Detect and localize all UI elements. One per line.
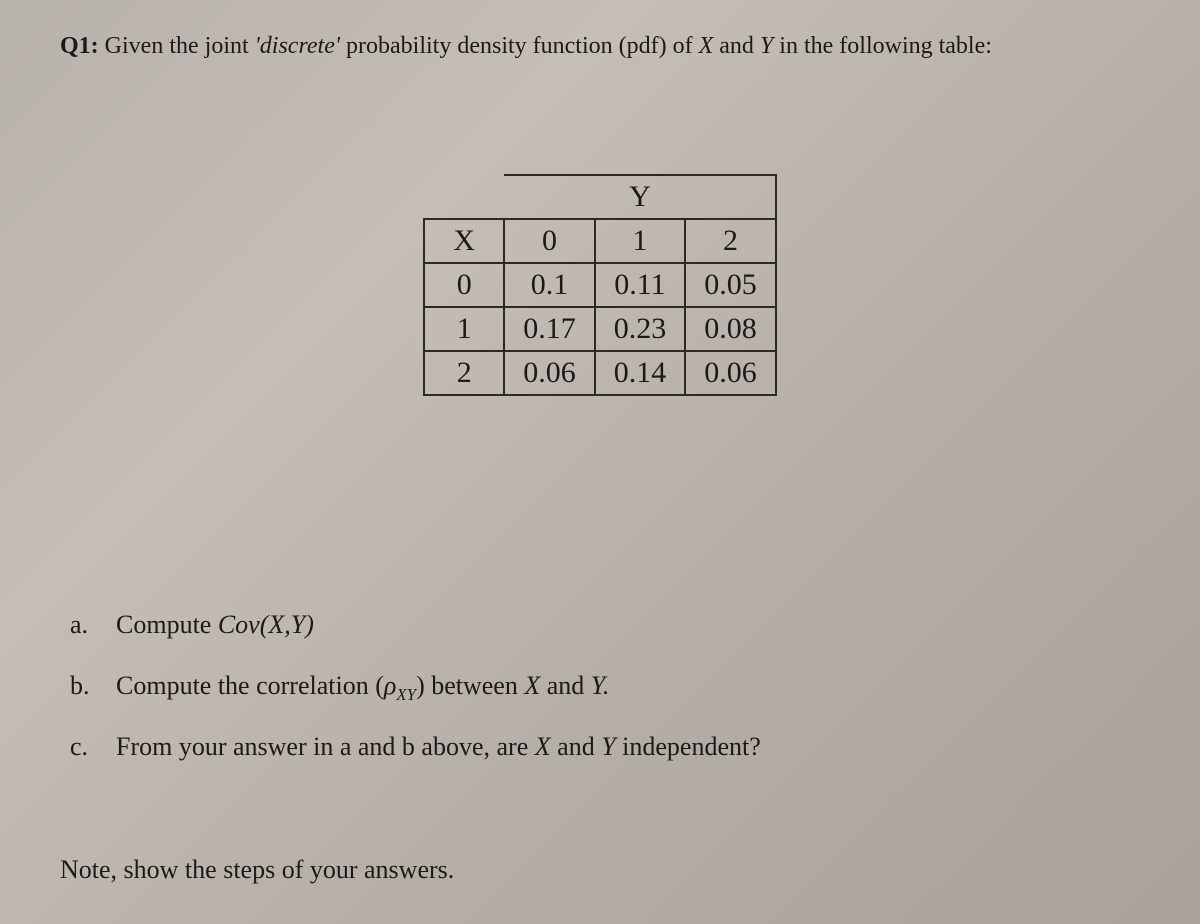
q-prefix: Q1: bbox=[60, 33, 99, 59]
marker-a: a. bbox=[70, 596, 116, 653]
marker-c: c. bbox=[70, 718, 116, 775]
cell: 0.05 bbox=[685, 263, 776, 307]
c-t3: independent? bbox=[616, 732, 761, 761]
b-t2: ) between bbox=[416, 671, 524, 700]
question-title: Q1: Given the joint 'discrete' probabili… bbox=[60, 30, 1140, 64]
cell: 0.06 bbox=[504, 351, 595, 395]
pdf-table: Y X 0 1 2 0 0.1 0.11 0.05 1 0.17 0.23 0.… bbox=[423, 174, 777, 396]
blank-cell bbox=[424, 175, 504, 219]
t2: probability density function (pdf) of bbox=[340, 33, 699, 59]
b-y: Y. bbox=[591, 671, 610, 700]
cell: 0.17 bbox=[504, 307, 595, 351]
cell: 0.11 bbox=[595, 263, 686, 307]
cell: 0.08 bbox=[685, 307, 776, 351]
blank-cell bbox=[685, 175, 776, 219]
t-varx: X bbox=[699, 33, 714, 59]
b-t1: Compute the correlation ( bbox=[116, 671, 384, 700]
part-b: b. Compute the correlation (ρXY) between… bbox=[70, 657, 1140, 714]
t3: and bbox=[713, 33, 760, 59]
rho-char: ρ bbox=[384, 671, 396, 700]
c-t1: From your answer in a and b above, are bbox=[116, 732, 535, 761]
col-header: 1 bbox=[595, 219, 686, 263]
x-label: X bbox=[424, 219, 504, 263]
part-a: a. Compute Cov(X,Y) bbox=[70, 596, 1140, 653]
a-t1: Compute bbox=[116, 610, 218, 639]
document-page: Q1: Given the joint 'discrete' probabili… bbox=[0, 0, 1200, 924]
cell: 0.14 bbox=[595, 351, 686, 395]
cell: 0.23 bbox=[595, 307, 686, 351]
row-header: 0 bbox=[424, 263, 504, 307]
pdf-table-wrap: Y X 0 1 2 0 0.1 0.11 0.05 1 0.17 0.23 0.… bbox=[60, 174, 1140, 396]
b-t3: and bbox=[540, 671, 591, 700]
b-x: X bbox=[524, 671, 540, 700]
part-c: c. From your answer in a and b above, ar… bbox=[70, 718, 1140, 775]
note-text: Note, show the steps of your answers. bbox=[60, 855, 1140, 885]
cell: 0.06 bbox=[685, 351, 776, 395]
part-a-text: Compute Cov(X,Y) bbox=[116, 596, 314, 653]
b-rho: ρXY bbox=[384, 671, 416, 700]
sub-questions: a. Compute Cov(X,Y) b. Compute the corre… bbox=[60, 596, 1140, 776]
c-t2: and bbox=[551, 732, 602, 761]
cell: 0.1 bbox=[504, 263, 595, 307]
t-italic-1: 'discrete' bbox=[255, 33, 340, 59]
row-header: 1 bbox=[424, 307, 504, 351]
blank-cell bbox=[504, 175, 595, 219]
rho-sub: XY bbox=[396, 685, 416, 704]
marker-b: b. bbox=[70, 657, 116, 714]
t-vary: Y bbox=[760, 33, 773, 59]
part-b-text: Compute the correlation (ρXY) between X … bbox=[116, 657, 609, 714]
y-label: Y bbox=[595, 175, 686, 219]
col-header: 2 bbox=[685, 219, 776, 263]
col-header: 0 bbox=[504, 219, 595, 263]
t1: Given the joint bbox=[99, 33, 255, 59]
a-italic: Cov(X,Y) bbox=[218, 610, 314, 639]
c-y: Y bbox=[601, 732, 615, 761]
t4: in the following table: bbox=[773, 33, 992, 59]
row-header: 2 bbox=[424, 351, 504, 395]
c-x: X bbox=[535, 732, 551, 761]
part-c-text: From your answer in a and b above, are X… bbox=[116, 718, 761, 775]
